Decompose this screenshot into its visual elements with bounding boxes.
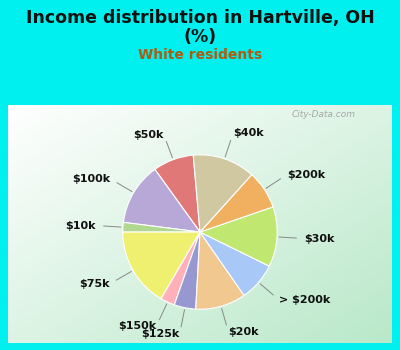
Text: $200k: $200k (287, 170, 325, 180)
Text: $50k: $50k (134, 130, 164, 140)
Wedge shape (155, 155, 200, 232)
Text: $10k: $10k (66, 220, 96, 231)
Wedge shape (193, 155, 252, 232)
Text: $20k: $20k (228, 327, 259, 337)
Text: Income distribution in Hartville, OH: Income distribution in Hartville, OH (26, 9, 374, 27)
Wedge shape (200, 175, 273, 232)
Wedge shape (123, 232, 200, 299)
Text: > $200k: > $200k (279, 295, 330, 305)
Text: $75k: $75k (79, 279, 110, 289)
Text: $30k: $30k (304, 233, 334, 244)
Text: White residents: White residents (138, 48, 262, 62)
Wedge shape (196, 232, 244, 309)
Wedge shape (124, 169, 200, 232)
Wedge shape (200, 232, 269, 295)
Wedge shape (174, 232, 200, 309)
Text: (%): (%) (184, 28, 216, 46)
Wedge shape (200, 207, 277, 266)
Text: $100k: $100k (72, 174, 110, 184)
Wedge shape (123, 222, 200, 232)
Text: $125k: $125k (142, 329, 180, 339)
Text: $150k: $150k (118, 321, 156, 331)
Text: City-Data.com: City-Data.com (292, 110, 356, 119)
Text: $40k: $40k (233, 128, 264, 138)
Wedge shape (161, 232, 200, 305)
